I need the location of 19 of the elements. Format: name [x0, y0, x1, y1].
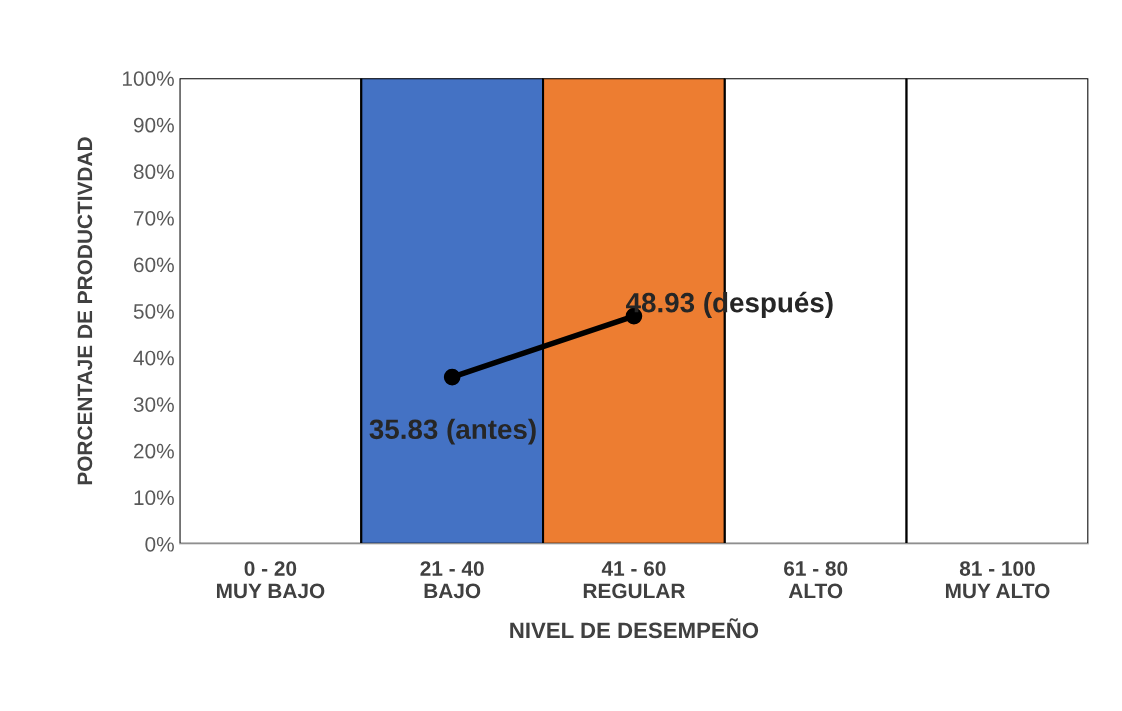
- y-tick-label: 80%: [133, 164, 174, 180]
- y-tick-label: 100%: [122, 71, 174, 86]
- y-tick-label: 30%: [133, 397, 174, 412]
- y-tick-label: 60%: [134, 257, 174, 273]
- y-tick-label: 70%: [134, 210, 174, 226]
- x-tick-label: 0 - 20 MUY BAJO: [217, 561, 325, 599]
- y-tick-label: 0%: [145, 536, 174, 552]
- x-tick-label: 41 - 60 REGULAR: [583, 561, 686, 599]
- y-axis-title: PORCENTAJE DE PRODUCTIVDAD: [77, 137, 93, 485]
- x-tick-label: 61 - 80 ALTO: [784, 561, 848, 599]
- y-tick-label: 20%: [134, 443, 174, 459]
- x-tick-label: 21 - 40 BAJO: [420, 561, 484, 599]
- y-tick-label: 40%: [133, 350, 174, 366]
- y-tick-label: 50%: [133, 304, 174, 319]
- x-axis-title: NIVEL DE DESEMPEÑO: [510, 618, 759, 639]
- x-tick-label: 81 - 100 MUY ALTO: [945, 561, 1050, 599]
- data-label: 35.83 (antes): [369, 418, 536, 445]
- y-tick-label: 90%: [133, 117, 174, 133]
- y-tick-label: 10%: [134, 490, 174, 506]
